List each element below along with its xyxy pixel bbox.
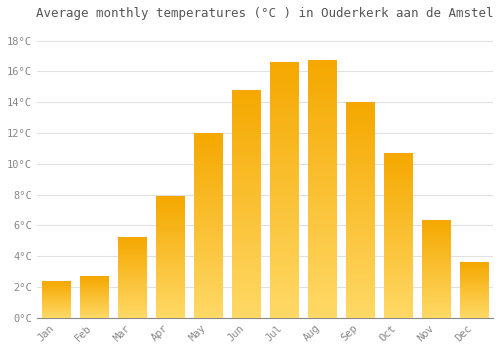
Title: Average monthly temperatures (°C ) in Ouderkerk aan de Amstel: Average monthly temperatures (°C ) in Ou… xyxy=(36,7,494,20)
